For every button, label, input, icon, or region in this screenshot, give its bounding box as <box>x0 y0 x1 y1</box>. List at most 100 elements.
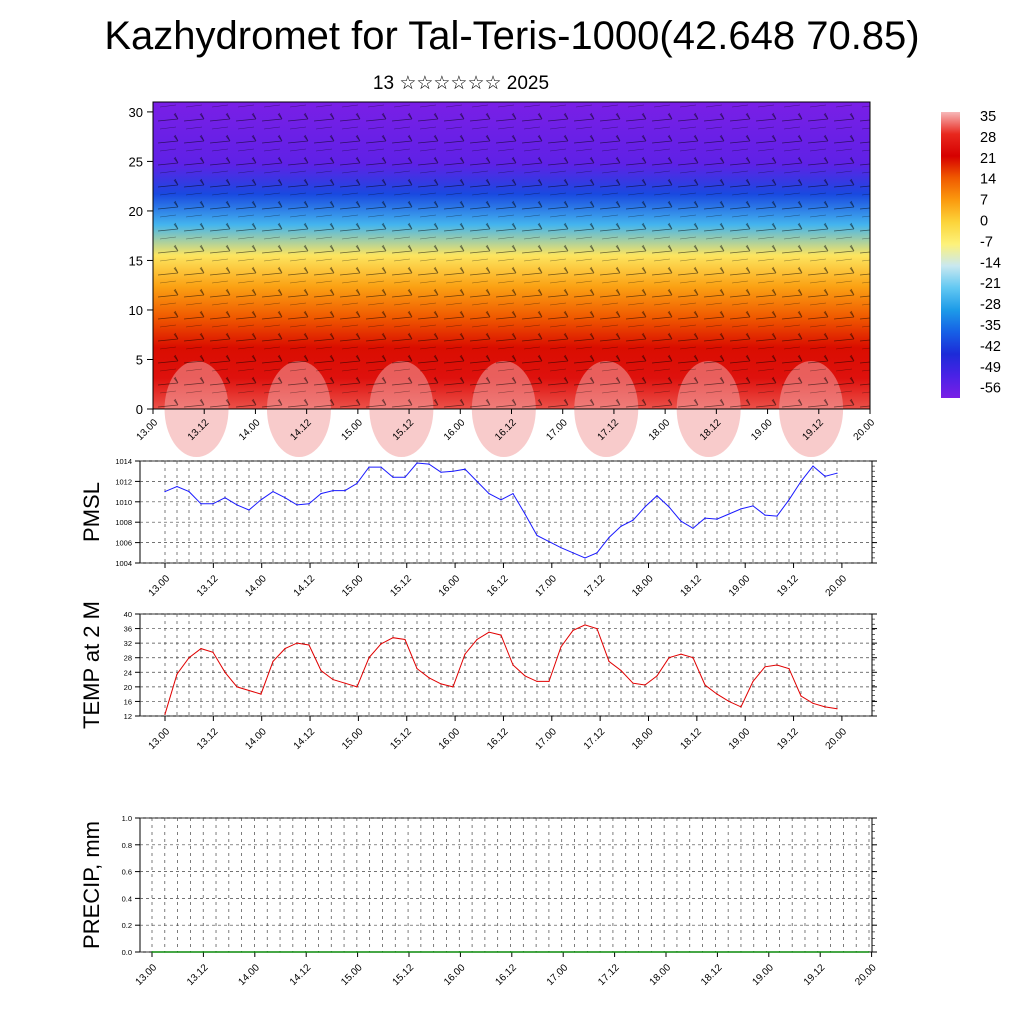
temp2m-point <box>572 629 574 632</box>
y-tick-label: 1012 <box>115 477 132 486</box>
pmsl-point <box>488 493 490 495</box>
y-tick-label: 1004 <box>115 559 132 568</box>
precip-point <box>868 951 870 953</box>
precip-point <box>151 951 153 953</box>
pmsl-point <box>380 466 382 468</box>
temp2m-point <box>548 680 550 683</box>
chart-title: Kazhydromet for Tal-Teris-1000(42.648 70… <box>104 14 920 58</box>
precip-point <box>855 951 857 953</box>
x-tick-label: 18.00 <box>630 573 656 599</box>
colorbar-label: 14 <box>980 172 996 188</box>
y-tick-label: 40 <box>124 610 132 619</box>
pmsl-point <box>716 518 718 520</box>
pmsl-point <box>440 471 442 473</box>
pmsl-point <box>764 514 766 516</box>
precip-point <box>548 951 550 953</box>
temp2m-point <box>704 684 706 686</box>
pmsl-point <box>500 499 502 501</box>
pmsl-point <box>248 509 250 511</box>
pmsl-point <box>404 476 406 478</box>
x-tick-label: 15.12 <box>391 962 417 988</box>
precip-point <box>407 951 409 953</box>
precip-point <box>650 951 652 953</box>
temp2m-point <box>248 689 250 692</box>
colorbar-label: -7 <box>980 234 993 250</box>
precip-point <box>343 951 345 953</box>
y-tick-label: 36 <box>124 625 132 634</box>
precip-point <box>791 951 793 953</box>
precip-point <box>522 951 524 953</box>
x-tick-label: 16.12 <box>485 573 511 599</box>
temp2m-point <box>668 657 670 659</box>
y-tick-label: 24 <box>124 668 132 677</box>
x-tick-label: 13.12 <box>195 573 221 599</box>
pmsl-point <box>548 541 550 543</box>
precip-point <box>484 951 486 953</box>
precip-point <box>356 951 358 953</box>
temp2m-point <box>200 648 202 650</box>
x-tick-label: 14.12 <box>292 726 318 752</box>
y-tick-label: 16 <box>124 697 132 706</box>
pmsl-point <box>272 491 274 493</box>
x-tick-label: 20.00 <box>852 417 878 443</box>
x-tick-label: 18.12 <box>699 962 725 988</box>
temp2m-point <box>440 683 442 685</box>
pmsl-point <box>524 513 526 515</box>
x-tick-label: 13.00 <box>135 417 161 443</box>
temp2m-point <box>464 653 466 655</box>
pmsl-point <box>452 470 454 472</box>
x-tick-label: 17.00 <box>545 962 571 988</box>
y-tick-label: 0.6 <box>122 868 132 877</box>
precip-point <box>535 951 537 953</box>
colorbar-gradient <box>941 112 960 398</box>
precip-point <box>753 951 755 953</box>
precip-point <box>369 951 371 953</box>
y-tick-label: 1014 <box>115 457 132 466</box>
plot-frame <box>139 817 873 953</box>
x-tick-label: 15.00 <box>339 962 365 988</box>
precip-point <box>458 951 460 953</box>
pmsl-point <box>752 505 754 507</box>
y-tick-label: 1008 <box>115 518 132 527</box>
precip-point <box>663 951 665 953</box>
x-tick-label: 17.12 <box>582 573 608 599</box>
x-tick-label: 15.00 <box>340 573 366 599</box>
temp2m-point <box>812 702 814 704</box>
temp2m-point <box>212 651 214 653</box>
pmsl-point <box>740 508 742 510</box>
x-tick-label: 18.12 <box>678 573 704 599</box>
temp2m-point <box>452 686 454 688</box>
temp2m-point <box>332 679 334 681</box>
y-tick-label: 0.4 <box>122 894 132 903</box>
precip-point <box>164 951 166 953</box>
pmsl-point <box>464 468 466 470</box>
y-axis-label: TEMP at 2 M <box>79 601 104 729</box>
x-tick-label: 13.12 <box>185 962 211 988</box>
y-tick-label: 0.8 <box>122 841 132 850</box>
precip-point <box>471 951 473 953</box>
chart-subtitle: 13 ☆☆☆☆☆☆ 2025 <box>372 73 550 94</box>
precip-point <box>689 951 691 953</box>
pmsl-point <box>824 475 826 477</box>
precip-point <box>228 951 230 953</box>
pmsl-point <box>644 506 646 508</box>
pmsl-point <box>428 463 430 465</box>
y-tick-label: 15 <box>129 253 143 268</box>
pmsl-point <box>788 499 790 501</box>
y-tick-label: 10 <box>129 303 143 318</box>
precip-point <box>830 951 832 953</box>
temp2m-point <box>512 664 514 666</box>
y-tick-label: 5 <box>136 352 143 367</box>
temp2m-point <box>488 631 490 633</box>
precip-point <box>740 951 742 953</box>
temp2m-point <box>368 657 370 659</box>
pmsl-point <box>224 497 226 499</box>
pmsl-point <box>800 480 802 482</box>
x-tick-label: 14.00 <box>243 573 269 599</box>
x-tick-label: 18.12 <box>678 726 704 752</box>
pmsl-point <box>236 504 238 506</box>
y-tick-label: 0.0 <box>122 948 132 957</box>
x-tick-label: 16.12 <box>493 962 519 988</box>
precip-point <box>381 951 384 953</box>
pmsl-point <box>260 499 262 501</box>
